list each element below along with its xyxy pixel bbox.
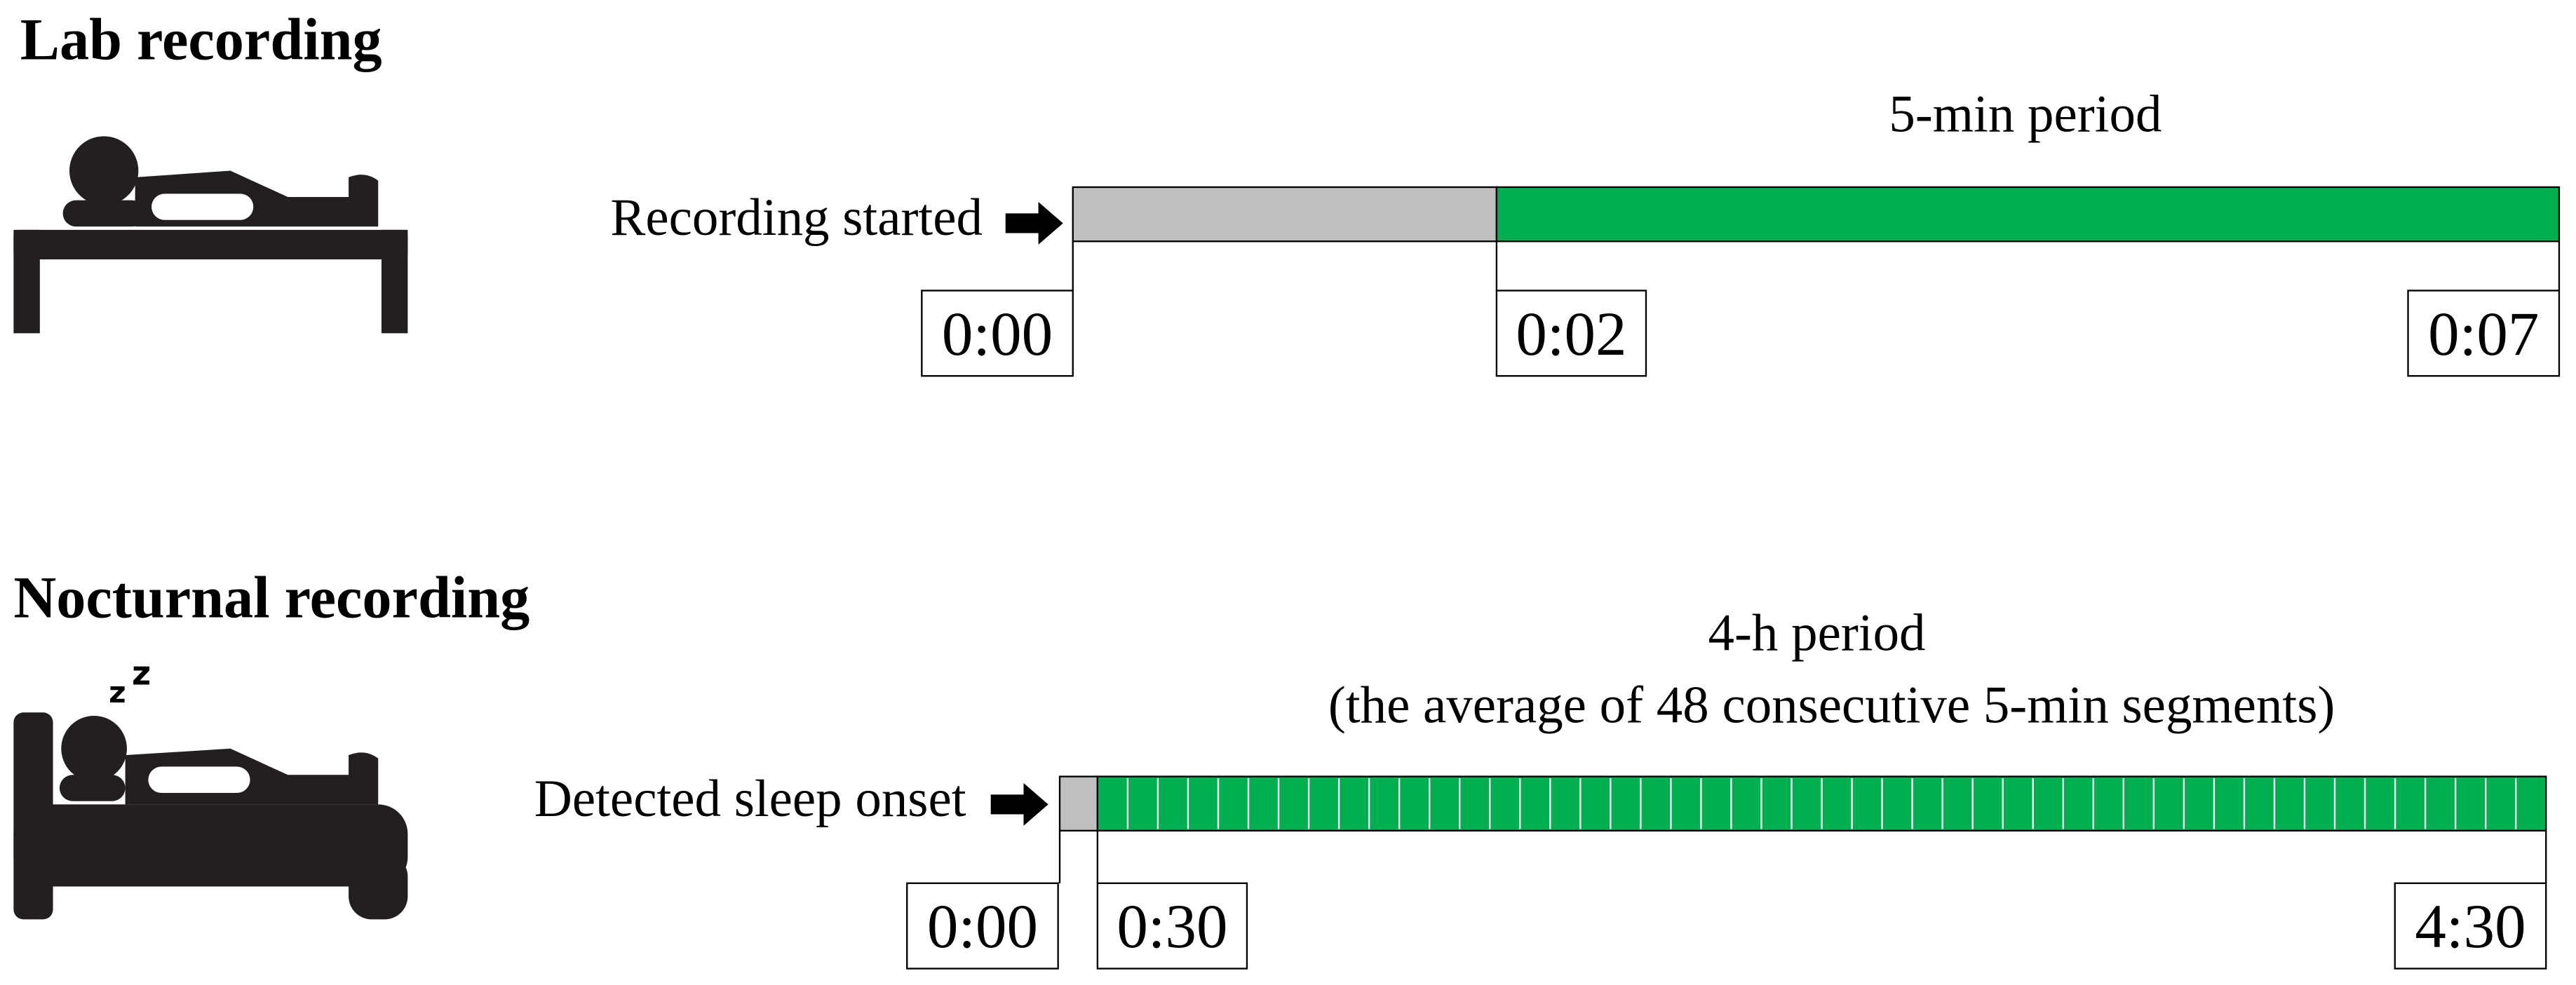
- time-label: 0:00: [927, 892, 1038, 961]
- time-box: [2394, 882, 2547, 970]
- time-box: [1096, 882, 1248, 970]
- period-label: 4-h period: [1708, 604, 1926, 662]
- time-box: [921, 290, 1074, 377]
- time-label: 0:07: [2428, 300, 2539, 369]
- time-label: 0:00: [942, 300, 1053, 369]
- period-bar: [1495, 186, 2561, 243]
- time-label: 4:30: [2415, 892, 2526, 961]
- time-box: [906, 882, 1059, 970]
- svg-text:z: z: [132, 655, 151, 693]
- baseline-bar: [1058, 775, 1099, 832]
- arrow: [1005, 202, 1063, 245]
- bed-icon: [13, 136, 408, 334]
- time-box: [1495, 290, 1647, 377]
- time-box: [2407, 290, 2561, 377]
- start-label: Detected sleep onset: [534, 770, 966, 828]
- section-title: Nocturnal recording: [13, 565, 530, 630]
- time-label: 0:30: [1117, 892, 1227, 961]
- period-sublabel: (the average of 48 consecutive 5-min seg…: [1328, 676, 2335, 734]
- time-label: 0:02: [1516, 300, 1626, 369]
- svg-text:z: z: [109, 675, 126, 709]
- period-label: 5-min period: [1889, 85, 2162, 143]
- section-title: Lab recording: [20, 7, 382, 72]
- baseline-bar: [1072, 186, 1498, 243]
- sleep-bed-icon: z z: [13, 655, 408, 920]
- start-label: Recording started: [610, 189, 983, 247]
- arrow: [990, 782, 1048, 826]
